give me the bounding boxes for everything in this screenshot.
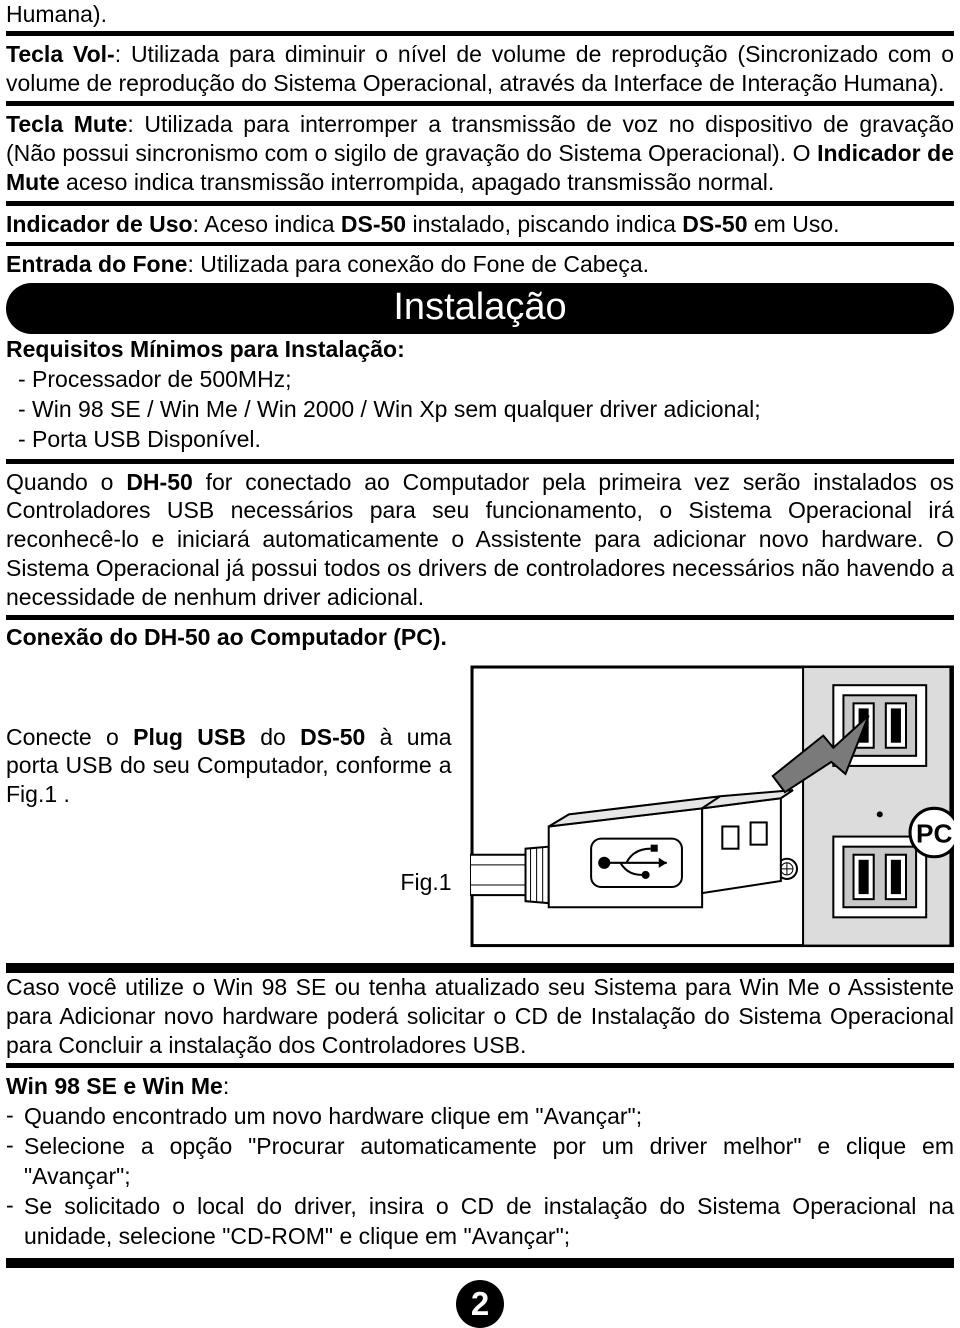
tecla-mute-section: Tecla Mute: Utilizada para interromper a… [6, 106, 954, 205]
indicador-uso-section: Indicador de Uso: Aceso indica DS-50 ins… [6, 206, 954, 247]
requisitos-title: Requisitos Mínimos para Instalação: [6, 336, 954, 363]
tecla-vol-section: Tecla Vol-: Utilizada para diminuir o ní… [6, 31, 954, 107]
conecte-c: do [246, 724, 300, 750]
conecte-a: Conecte o [6, 724, 133, 750]
conexao-title-wrap: Conexão do DH-50 ao Computador (PC). [6, 620, 954, 651]
cutoff-fragment: Humana). [6, 0, 954, 29]
fig-caption: Fig.1 [6, 869, 452, 896]
uso-c: instalado, piscando indica [406, 211, 682, 237]
figure-row: Conecte o Plug USB do DS-50 à uma porta … [6, 665, 954, 953]
win-title-line: Win 98 SE e Win Me: [6, 1072, 954, 1102]
req-item-1: - Processador de 500MHz; [6, 365, 954, 395]
uso-label: Indicador de Uso [6, 211, 193, 237]
dash-1: - [6, 1102, 24, 1132]
uso-d: em Uso. [748, 211, 840, 237]
win-colon: : [223, 1073, 229, 1099]
uso-a: : Aceso indica [193, 211, 341, 237]
tecla-vol-body: : Utilizada para diminuir o nível de vol… [6, 41, 954, 96]
figure-text-col: Conecte o Plug USB do DS-50 à uma porta … [6, 723, 452, 896]
usb-diagram-svg: PC [470, 665, 954, 948]
conecte-text: Conecte o Plug USB do DS-50 à uma porta … [6, 723, 452, 809]
pill-instalacao: Instalação [6, 283, 954, 334]
quando-a: Quando o [6, 469, 126, 495]
req-item-2: - Win 98 SE / Win Me / Win 2000 / Win Xp… [6, 395, 954, 425]
page-number-wrap: 2 [6, 1280, 954, 1328]
tecla-mute-text: Tecla Mute: Utilizada para interromper a… [6, 110, 954, 196]
mute-part1: : Utilizada para interromper a transmiss… [6, 111, 954, 166]
conexao-title: Conexão do DH-50 ao Computador (PC). [6, 624, 954, 651]
uso-b1: DS-50 [341, 211, 406, 237]
caso-section: Caso você utilize o Win 98 SE ou tenha a… [6, 973, 954, 1068]
win-body-3: Se solicitado o local do driver, insira … [24, 1192, 954, 1252]
pc-label: PC [916, 819, 952, 849]
conecte-b1: Plug USB [133, 724, 246, 750]
jumbo-border-block: Caso você utilize o Win 98 SE ou tenha a… [6, 963, 954, 1268]
requisitos-section: Requisitos Mínimos para Instalação: - Pr… [6, 328, 954, 464]
page-number: 2 [456, 1280, 504, 1328]
win-body-2: Selecione a opção "Procurar automaticame… [24, 1132, 954, 1192]
tecla-vol-text: Tecla Vol-: Utilizada para diminuir o ní… [6, 40, 954, 98]
win-section: Win 98 SE e Win Me: - Quando encontrado … [6, 1068, 954, 1257]
win-item-2: - Selecione a opção "Procurar automatica… [6, 1132, 954, 1192]
win-body-1: Quando encontrado um novo hardware cliqu… [24, 1102, 954, 1132]
caso-text: Caso você utilize o Win 98 SE ou tenha a… [6, 973, 954, 1059]
tecla-vol-label: Tecla Vol- [6, 41, 115, 67]
pill-header-wrap: Instalação [6, 283, 954, 334]
win-item-3: - Se solicitado o local do driver, insir… [6, 1192, 954, 1252]
quando-b: DH-50 [126, 469, 192, 495]
indicador-uso-text: Indicador de Uso: Aceso indica DS-50 ins… [6, 210, 954, 239]
quando-section: Quando o DH-50 for conectado ao Computad… [6, 464, 954, 621]
win-title: Win 98 SE e Win Me [6, 1073, 223, 1099]
fone-rest: : Utilizada para conexão do Fone de Cabe… [187, 251, 649, 277]
uso-b2: DS-50 [682, 211, 747, 237]
mute-part2: aceso indica transmissão interrompida, a… [60, 169, 775, 195]
quando-text: Quando o DH-50 for conectado ao Computad… [6, 468, 954, 612]
dash-3: - [6, 1192, 24, 1252]
win-item-1: - Quando encontrado um novo hardware cli… [6, 1102, 954, 1132]
conecte-b2: DS-50 [300, 724, 365, 750]
entrada-fone-text: Entrada do Fone: Utilizada para conexão … [6, 250, 954, 279]
tecla-mute-label: Tecla Mute [6, 111, 127, 137]
dash-2: - [6, 1132, 24, 1192]
figure-diagram: PC [470, 665, 954, 953]
fone-label: Entrada do Fone [6, 251, 187, 277]
entrada-fone-section: Entrada do Fone: Utilizada para conexão … [6, 246, 954, 281]
req-item-3: - Porta USB Disponível. [6, 425, 954, 455]
